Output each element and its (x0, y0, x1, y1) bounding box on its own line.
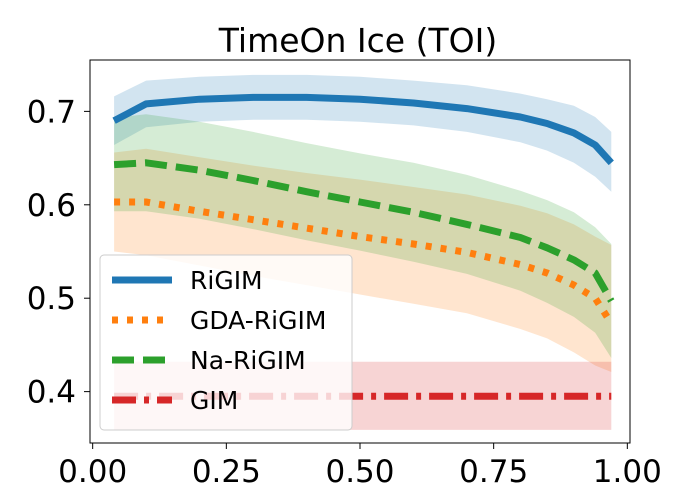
y-tick-label: 0.5 (27, 281, 76, 317)
series-line-rigim (112, 93, 614, 166)
legend-label-rigim: RiGIM (190, 266, 263, 295)
series-line-na-rigim (113, 159, 615, 303)
x-tick-label: 1.00 (593, 454, 662, 490)
series-line-gda-rigim (114, 198, 615, 326)
legend: RiGIM GDA-RiGIM Na-RiGIM GIM (99, 254, 353, 431)
legend-box (99, 254, 353, 431)
x-tick-label: 0.50 (325, 454, 394, 490)
legend-label-gim: GIM (190, 386, 238, 415)
x-axis: 0.00 0.25 0.50 0.75 1.00 (58, 443, 662, 490)
y-axis: 0.4 0.5 0.6 0.7 (27, 94, 90, 411)
y-tick-label: 0.6 (27, 188, 76, 224)
band-gda-rigim (114, 148, 612, 372)
band-rigim (114, 74, 612, 192)
y-tick-label: 0.4 (27, 375, 76, 411)
series-lines (112, 93, 615, 400)
y-tick-label: 0.7 (27, 94, 76, 130)
legend-label-gda-rigim: GDA-RiGIM (190, 306, 326, 335)
legend-label-na-rigim: Na-RiGIM (190, 346, 306, 375)
chart-title: TimeOn Ice (TOI) (218, 21, 497, 60)
x-tick-label: 0.00 (58, 454, 127, 490)
x-tick-label: 0.25 (192, 454, 261, 490)
x-tick-label: 0.75 (459, 454, 528, 490)
